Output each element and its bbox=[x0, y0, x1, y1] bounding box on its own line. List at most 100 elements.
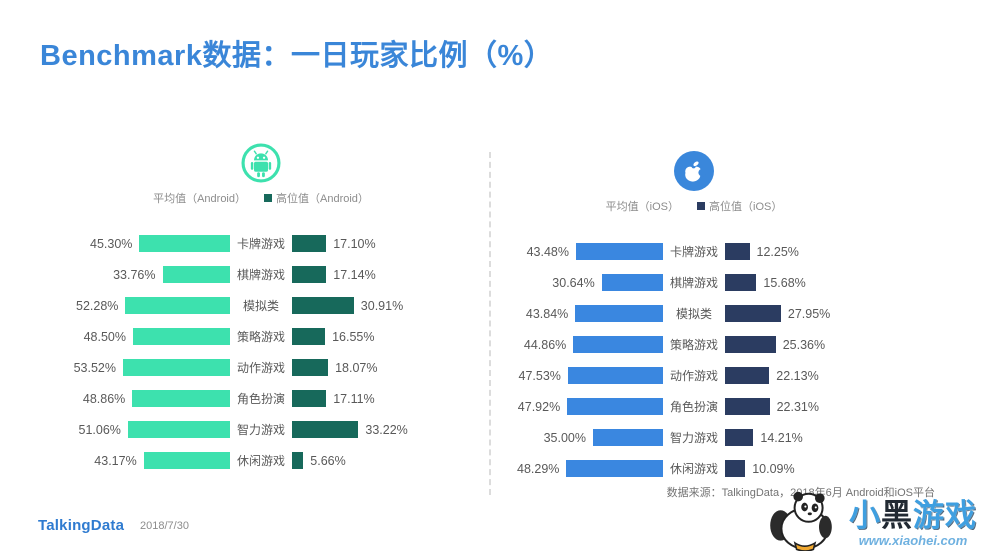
avg-value-label: 48.29% bbox=[517, 461, 560, 476]
high-bar-track: 18.07% bbox=[292, 359, 462, 376]
high-bar-track: 22.31% bbox=[725, 398, 895, 415]
apple-icon-wrap bbox=[493, 148, 895, 194]
chart-row: 52.28% 模拟类 30.91% bbox=[60, 290, 462, 321]
high-bar-track: 25.36% bbox=[725, 336, 895, 353]
category-label: 模拟类 bbox=[675, 307, 712, 321]
avg-bar bbox=[127, 421, 230, 438]
avg-value-label: 43.17% bbox=[94, 453, 137, 468]
apple-icon bbox=[674, 151, 714, 191]
category-label: 卡牌游戏 bbox=[236, 237, 285, 251]
chart-row: 48.29% 休闲游戏 10.09% bbox=[493, 453, 895, 484]
divider bbox=[489, 152, 491, 495]
category-label: 角色扮演 bbox=[669, 400, 718, 414]
avg-bar bbox=[566, 460, 663, 477]
android-chart: 平均值（Android） 高位值（Android） 45.30% 卡牌游戏 17.1… bbox=[60, 140, 462, 476]
avg-bar bbox=[133, 328, 230, 345]
category-label: 角色扮演 bbox=[236, 392, 285, 406]
android-icon bbox=[241, 143, 281, 183]
avg-bar-track: 48.29% bbox=[493, 460, 663, 477]
chart-row: 45.30% 卡牌游戏 17.10% bbox=[60, 228, 462, 259]
avg-bar bbox=[567, 398, 663, 415]
high-bar-track: 27.95% bbox=[725, 305, 895, 322]
high-bar bbox=[725, 367, 770, 384]
avg-bar bbox=[593, 429, 663, 446]
category-label: 智力游戏 bbox=[669, 431, 718, 445]
watermark-title: 小黑游戏 bbox=[849, 498, 977, 533]
android-icon-wrap bbox=[60, 140, 462, 186]
high-bar bbox=[725, 398, 770, 415]
high-value-label: 17.11% bbox=[333, 391, 375, 406]
category-label: 策略游戏 bbox=[669, 338, 718, 352]
avg-bar-track: 48.50% bbox=[60, 328, 230, 345]
high-bar bbox=[292, 421, 359, 438]
avg-value-label: 47.53% bbox=[518, 368, 561, 383]
high-bar bbox=[292, 452, 304, 469]
high-bar-track: 5.66% bbox=[292, 452, 462, 469]
chart-row: 43.84% 模拟类 27.95% bbox=[493, 298, 895, 329]
high-value-label: 14.21% bbox=[760, 430, 803, 445]
high-bar bbox=[292, 297, 354, 314]
legend-avg-label: 平均值（Android） bbox=[153, 193, 246, 205]
high-bar bbox=[292, 390, 327, 407]
avg-bar bbox=[132, 390, 230, 407]
avg-value-label: 43.48% bbox=[526, 244, 569, 259]
avg-bar-track: 44.86% bbox=[493, 336, 663, 353]
category-label: 动作游戏 bbox=[669, 369, 718, 383]
high-bar bbox=[292, 328, 326, 345]
avg-bar-track: 48.86% bbox=[60, 390, 230, 407]
chart-row: 47.92% 角色扮演 22.31% bbox=[493, 391, 895, 422]
legend-high-swatch bbox=[697, 202, 705, 210]
avg-bar-track: 43.17% bbox=[60, 452, 230, 469]
avg-bar bbox=[576, 243, 663, 260]
ios-chart: 平均值（iOS） 高位值（iOS） 43.48% 卡牌游戏 12.25% 30.64%… bbox=[493, 148, 895, 484]
footer-date: 2018/7/30 bbox=[140, 520, 189, 532]
chart-row: 53.52% 动作游戏 18.07% bbox=[60, 352, 462, 383]
avg-value-label: 45.30% bbox=[90, 236, 133, 251]
avg-bar bbox=[125, 297, 230, 314]
high-bar bbox=[292, 266, 327, 283]
high-value-label: 12.25% bbox=[756, 244, 799, 259]
high-value-label: 22.13% bbox=[776, 368, 819, 383]
high-bar bbox=[725, 460, 746, 477]
legend-avg-label: 平均值（iOS） bbox=[605, 201, 679, 213]
category-label: 休闲游戏 bbox=[669, 462, 718, 476]
avg-bar-track: 47.53% bbox=[493, 367, 663, 384]
high-bar-track: 12.25% bbox=[725, 243, 895, 260]
watermark-text: 小黑游戏 www.xiaohei.com bbox=[849, 500, 977, 551]
avg-value-label: 51.06% bbox=[78, 422, 121, 437]
high-value-label: 10.09% bbox=[752, 461, 795, 476]
avg-bar-track: 43.84% bbox=[493, 305, 663, 322]
category-label: 卡牌游戏 bbox=[669, 245, 718, 259]
legend-item-high: 高位值（Android） bbox=[264, 190, 369, 206]
avg-bar bbox=[575, 305, 663, 322]
category-label: 休闲游戏 bbox=[236, 454, 285, 468]
talkingdata-logo: TalkingData bbox=[38, 517, 125, 534]
avg-value-label: 48.86% bbox=[82, 391, 126, 406]
high-bar-track: 16.55% bbox=[292, 328, 462, 345]
avg-bar-track: 43.48% bbox=[493, 243, 663, 260]
avg-bar bbox=[162, 266, 230, 283]
chart-row: 33.76% 棋牌游戏 17.14% bbox=[60, 259, 462, 290]
high-value-label: 17.14% bbox=[333, 267, 376, 282]
high-bar-track: 17.14% bbox=[292, 266, 462, 283]
chart-row: 48.50% 策略游戏 16.55% bbox=[60, 321, 462, 352]
high-value-label: 25.36% bbox=[782, 337, 826, 352]
avg-bar bbox=[573, 336, 663, 353]
category-label: 棋牌游戏 bbox=[669, 276, 718, 290]
avg-bar bbox=[601, 274, 663, 291]
category-label: 智力游戏 bbox=[236, 423, 285, 437]
legend-high-label: 高位值（Android） bbox=[276, 193, 369, 205]
avg-value-label: 53.52% bbox=[73, 360, 116, 375]
avg-bar-track: 45.30% bbox=[60, 235, 230, 252]
avg-bar bbox=[567, 367, 663, 384]
high-value-label: 33.22% bbox=[365, 422, 408, 437]
high-bar bbox=[725, 429, 754, 446]
avg-bar bbox=[139, 235, 230, 252]
high-value-label: 16.55% bbox=[332, 329, 375, 344]
high-bar-track: 17.11% bbox=[292, 390, 462, 407]
high-bar bbox=[725, 274, 757, 291]
avg-value-label: 52.28% bbox=[76, 298, 119, 313]
chart-row: 48.86% 角色扮演 17.11% bbox=[60, 383, 462, 414]
chart-row: 43.48% 卡牌游戏 12.25% bbox=[493, 236, 895, 267]
chart-row: 44.86% 策略游戏 25.36% bbox=[493, 329, 895, 360]
